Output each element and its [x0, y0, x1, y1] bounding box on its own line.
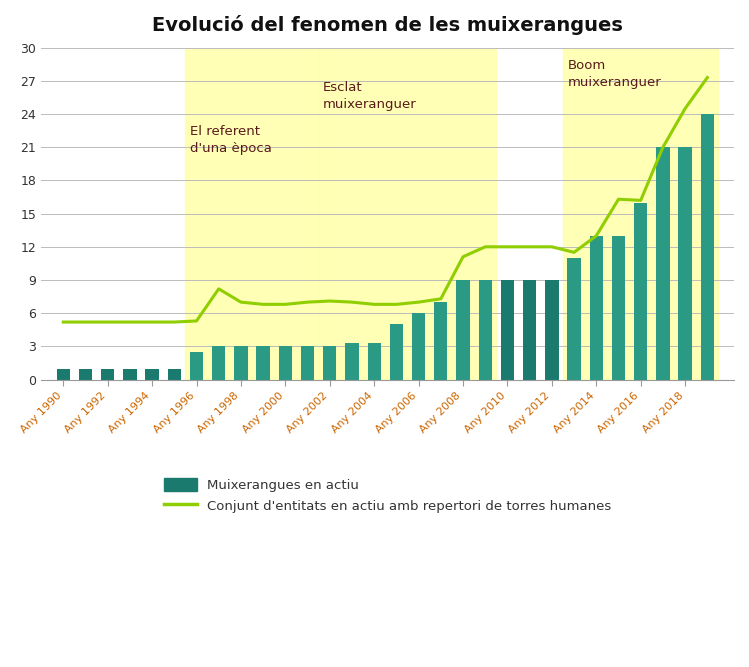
Text: El referent
d'una època: El referent d'una època — [189, 125, 272, 155]
Bar — [256, 346, 270, 380]
Bar — [189, 352, 203, 380]
Bar — [523, 280, 536, 380]
Bar — [101, 368, 115, 380]
Legend: Muixerangues en actiu, Conjunt d'entitats en actiu amb repertori de torres human: Muixerangues en actiu, Conjunt d'entitat… — [158, 472, 616, 518]
Bar — [57, 368, 70, 380]
Bar — [634, 203, 647, 380]
Bar — [318, 47, 497, 380]
Bar — [279, 346, 292, 380]
Bar — [412, 313, 425, 380]
Bar — [568, 258, 580, 380]
Bar — [123, 368, 136, 380]
Bar — [612, 235, 625, 380]
Bar — [79, 368, 92, 380]
Bar — [186, 47, 318, 380]
Bar — [679, 147, 692, 380]
Bar — [456, 280, 470, 380]
Bar — [479, 280, 492, 380]
Bar — [368, 343, 380, 380]
Title: Evolució del fenomen de les muixerangues: Evolució del fenomen de les muixerangues — [152, 15, 623, 35]
Bar — [656, 147, 670, 380]
Bar — [501, 280, 514, 380]
Bar — [589, 235, 603, 380]
Bar — [545, 280, 559, 380]
Text: Esclat
muixeranguer: Esclat muixeranguer — [323, 81, 417, 111]
Bar — [234, 346, 248, 380]
Bar — [145, 368, 159, 380]
Bar — [345, 343, 359, 380]
Text: Boom
muixeranguer: Boom muixeranguer — [568, 59, 661, 89]
Bar — [323, 346, 336, 380]
Bar — [389, 324, 403, 380]
Bar — [168, 368, 181, 380]
Bar — [212, 346, 225, 380]
Bar — [563, 47, 718, 380]
Bar — [434, 302, 447, 380]
Bar — [700, 114, 714, 380]
Bar — [301, 346, 315, 380]
